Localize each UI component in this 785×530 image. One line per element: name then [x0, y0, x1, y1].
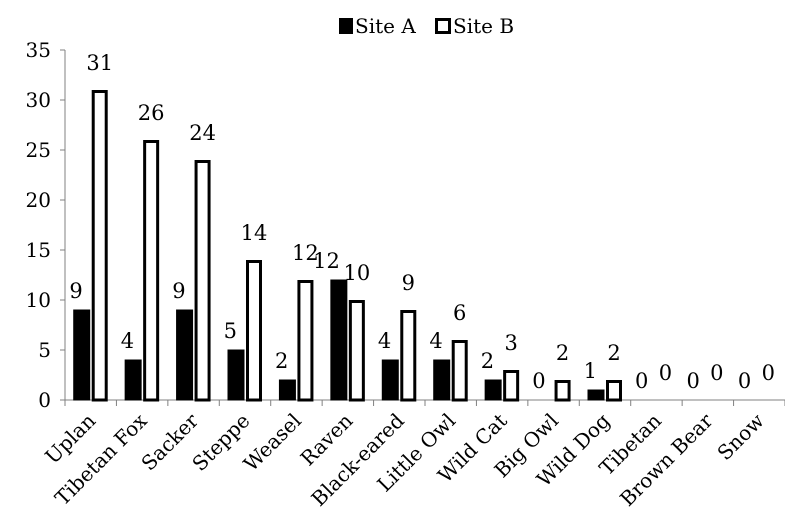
data-label-site-b: 0 [710, 361, 723, 385]
bar-site-b-7 [451, 340, 468, 402]
bar-site-a-2 [176, 309, 194, 401]
x-category-label: Weasel [239, 409, 306, 476]
legend-swatch-site-b [435, 18, 451, 34]
data-label-site-b: 14 [241, 221, 268, 245]
data-label-site-b: 2 [607, 341, 620, 365]
data-label-site-b: 2 [556, 341, 569, 365]
data-label-site-b: 31 [86, 51, 113, 75]
bar-site-a-8 [484, 379, 502, 401]
bar-site-a-5 [330, 279, 348, 401]
y-tick-label: 10 [26, 288, 51, 312]
data-label-site-b: 10 [343, 261, 370, 285]
data-label-site-a: 1 [584, 359, 597, 383]
data-label-site-a: 0 [738, 369, 751, 393]
y-tick-label: 5 [38, 338, 51, 362]
bar-site-b-4 [297, 280, 314, 402]
legend-label-site-a: Site A [355, 14, 416, 38]
bar-site-a-4 [278, 379, 296, 401]
data-label-site-b: 3 [504, 331, 517, 355]
bar-site-b-3 [246, 260, 262, 402]
data-label-site-b: 6 [453, 301, 466, 325]
data-label-site-b: 26 [138, 101, 165, 125]
data-label-site-b: 0 [659, 361, 672, 385]
y-tick-label: 20 [26, 188, 51, 212]
legend-label-site-b: Site B [453, 14, 514, 38]
bar-site-a-0 [73, 309, 91, 401]
bar-site-a-6 [381, 359, 399, 401]
data-label-site-b: 12 [292, 241, 319, 265]
bar-site-b-8 [503, 370, 520, 402]
legend-swatch-site-a [339, 18, 353, 34]
bar-site-b-10 [606, 380, 622, 402]
data-label-site-a: 2 [481, 349, 494, 373]
bar-site-b-0 [91, 90, 108, 402]
x-category-label: Snow [712, 409, 768, 465]
data-label-site-b: 9 [402, 271, 415, 295]
bar-site-a-1 [124, 359, 142, 401]
y-tick-label: 25 [26, 138, 51, 162]
data-label-site-a: 0 [635, 369, 648, 393]
bar-site-b-9 [554, 380, 571, 402]
y-tick-label: 0 [38, 388, 51, 412]
bar-site-a-3 [227, 349, 245, 401]
y-tick-label: 15 [26, 238, 51, 262]
data-label-site-b: 0 [762, 361, 775, 385]
data-label-site-a: 4 [429, 329, 442, 353]
data-label-site-a: 0 [686, 369, 699, 393]
bar-site-b-2 [194, 160, 211, 402]
bar-site-b-1 [143, 140, 160, 402]
bar-site-a-7 [433, 359, 451, 401]
data-label-site-a: 12 [313, 249, 340, 273]
bar-site-b-5 [348, 300, 365, 402]
data-label-site-a: 5 [224, 319, 237, 343]
data-label-site-a: 9 [69, 279, 82, 303]
bar-site-b-6 [400, 310, 417, 402]
bar-site-a-10 [587, 389, 605, 401]
y-tick-label: 30 [26, 88, 51, 112]
data-label-site-b: 24 [189, 121, 216, 145]
y-tick-label: 35 [26, 38, 51, 62]
data-label-site-a: 4 [378, 329, 391, 353]
data-label-site-a: 0 [532, 369, 545, 393]
data-label-site-a: 9 [172, 279, 185, 303]
data-label-site-a: 4 [121, 329, 134, 353]
data-label-site-a: 2 [275, 349, 288, 373]
